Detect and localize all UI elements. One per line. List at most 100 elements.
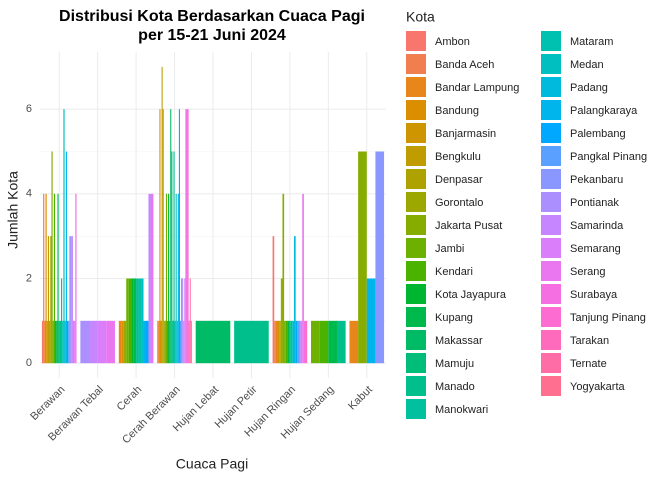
- bar: [290, 320, 293, 364]
- x-tick-label: Berawan: [28, 384, 67, 423]
- legend-label: Jambi: [435, 243, 464, 255]
- bar: [72, 320, 75, 364]
- bar: [168, 193, 170, 364]
- legend-swatch: [406, 399, 426, 419]
- bar: [358, 151, 367, 364]
- y-tick-label: 4: [26, 188, 32, 200]
- legend-swatch: [541, 261, 561, 281]
- legend-swatch: [406, 169, 426, 189]
- legend-swatch: [541, 77, 561, 97]
- legend-swatch: [541, 307, 561, 327]
- bar: [292, 320, 295, 364]
- bar: [68, 320, 70, 364]
- bar: [50, 236, 52, 364]
- legend-title: Kota: [406, 9, 435, 25]
- legend-label: Banda Aceh: [435, 59, 494, 71]
- legend-swatch: [406, 146, 426, 166]
- bar: [173, 151, 175, 364]
- bar: [143, 320, 146, 364]
- legend-label: Ternate: [570, 358, 607, 370]
- bar: [179, 320, 182, 364]
- legend-swatch: [541, 284, 561, 304]
- x-axis-title: Cuaca Pagi: [176, 456, 248, 472]
- bar: [52, 320, 54, 364]
- bar: [275, 320, 278, 364]
- legend-swatch: [406, 376, 426, 396]
- x-tick-label: Cerah: [115, 384, 145, 414]
- bar: [183, 320, 185, 364]
- bar: [171, 151, 173, 364]
- bar: [272, 236, 275, 364]
- legend-label: Pontianak: [570, 197, 619, 209]
- legend-label: Pekanbaru: [570, 174, 623, 186]
- legend-swatch: [541, 146, 561, 166]
- legend-swatch: [541, 192, 561, 212]
- legend-swatch: [541, 31, 561, 51]
- bar: [188, 320, 190, 364]
- bar: [158, 320, 160, 364]
- legend-swatch: [406, 307, 426, 327]
- bar: [162, 109, 164, 364]
- legend-swatch: [406, 215, 426, 235]
- bar: [118, 320, 122, 364]
- bar: [138, 278, 142, 364]
- bar: [177, 193, 179, 364]
- legend-swatch: [406, 54, 426, 74]
- legend-swatch: [406, 31, 426, 51]
- bar: [44, 320, 46, 364]
- legend-label: Mamuju: [435, 358, 474, 370]
- y-tick-label: 6: [26, 103, 32, 115]
- legend-swatch: [406, 261, 426, 281]
- bar: [287, 320, 290, 364]
- legend-swatch: [541, 169, 561, 189]
- legend-label: Samarinda: [570, 220, 624, 232]
- bar: [319, 320, 329, 364]
- bar: [285, 320, 288, 364]
- bar: [150, 193, 154, 364]
- legend-label: Denpasar: [435, 174, 483, 186]
- bar: [305, 320, 308, 364]
- bar: [157, 320, 159, 364]
- legend-swatch: [406, 123, 426, 143]
- bar: [295, 320, 298, 364]
- bar: [284, 320, 286, 364]
- bar: [280, 278, 283, 364]
- legend-label: Semarang: [570, 243, 621, 255]
- legend-label: Manado: [435, 381, 475, 393]
- y-tick-label: 0: [26, 357, 32, 369]
- bar: [58, 320, 60, 364]
- bar: [181, 278, 183, 364]
- x-tick-label: Kabut: [346, 384, 375, 413]
- bar: [277, 320, 280, 364]
- bar: [302, 193, 304, 364]
- bar: [123, 320, 127, 364]
- legend-swatch: [541, 100, 561, 120]
- bar: [328, 320, 337, 364]
- bar: [69, 236, 71, 364]
- legend-swatch: [541, 238, 561, 258]
- y-axis-title: Jumlah Kota: [5, 171, 21, 249]
- bar: [43, 193, 45, 364]
- legend-swatch: [541, 215, 561, 235]
- bar: [185, 109, 187, 364]
- legend-swatch: [541, 123, 561, 143]
- bar: [106, 320, 115, 364]
- legend-swatch: [406, 284, 426, 304]
- bar: [66, 320, 69, 364]
- bar: [282, 193, 285, 364]
- bar: [133, 278, 137, 364]
- legend-label: Banjarmasin: [435, 128, 496, 140]
- bar: [41, 320, 44, 364]
- bar: [279, 320, 281, 364]
- legend-label: Palembang: [570, 128, 626, 140]
- legend-label: Serang: [570, 266, 605, 278]
- bar: [190, 320, 192, 364]
- bar: [71, 236, 73, 364]
- bar: [164, 320, 166, 364]
- y-tick-label: 2: [26, 272, 32, 284]
- bar: [97, 320, 107, 364]
- legend-label: Kendari: [435, 266, 473, 278]
- bar: [187, 109, 189, 364]
- legend-label: Kota Jayapura: [435, 289, 507, 301]
- bar: [274, 320, 276, 364]
